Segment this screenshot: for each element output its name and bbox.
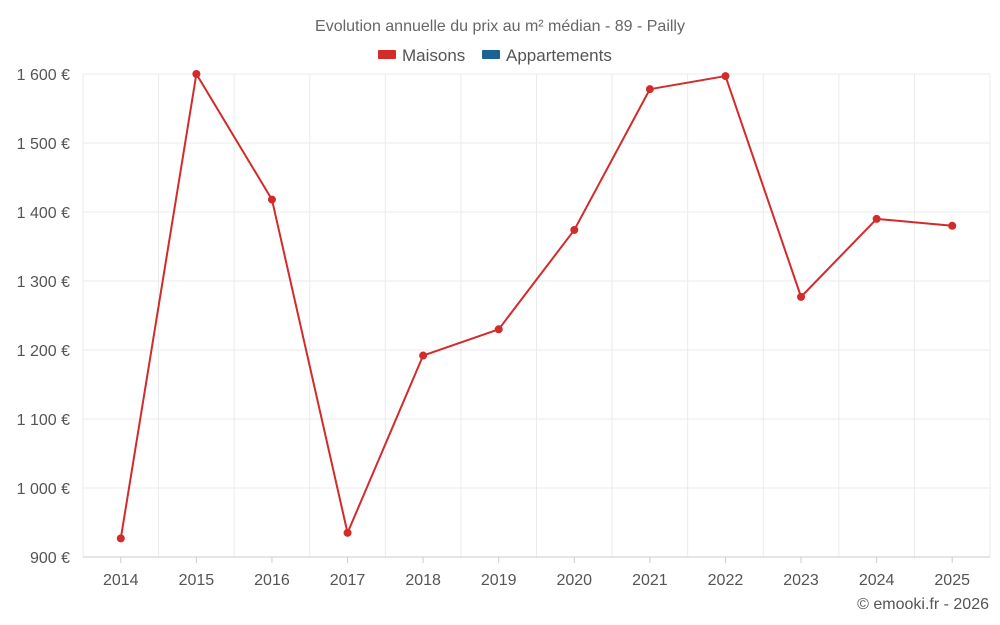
- grid: [82, 73, 991, 557]
- x-axis: 2014 2015 2016 2017 2018 2019 2020 2021 2022 2023…: [83, 556, 990, 589]
- y-tick-label: 1 400 €: [17, 205, 70, 222]
- data-point[interactable]: [948, 221, 957, 230]
- x-tick-label: 2025: [934, 572, 970, 589]
- credit-text: © emooki.fr - 2026: [857, 596, 989, 613]
- data-point[interactable]: [494, 325, 503, 334]
- y-tick-label: 1 600 €: [17, 67, 70, 84]
- chart-title: Evolution annuelle du prix au m² médian …: [315, 18, 685, 35]
- y-tick-label: 1 100 €: [17, 412, 70, 429]
- x-tick-label: 2019: [481, 572, 517, 589]
- x-tick-label: 2014: [103, 572, 139, 589]
- data-point[interactable]: [645, 85, 654, 94]
- data-point[interactable]: [797, 292, 806, 301]
- x-tick-label: 2024: [859, 572, 895, 589]
- data-point[interactable]: [570, 225, 579, 234]
- legend-item-maisons[interactable]: Maisons: [378, 46, 465, 65]
- data-point[interactable]: [192, 70, 201, 78]
- x-tick-label: 2015: [179, 572, 215, 589]
- y-tick-label: 1 300 €: [17, 274, 70, 291]
- y-tick-label: 1 500 €: [17, 136, 70, 153]
- x-tick-label: 2017: [330, 572, 366, 589]
- data-point[interactable]: [419, 351, 428, 360]
- data-point[interactable]: [267, 195, 276, 204]
- legend-label-maisons: Maisons: [402, 46, 465, 65]
- y-tick-label: 1 200 €: [17, 343, 70, 360]
- legend-swatch-maisons: [378, 50, 396, 59]
- legend-swatch-appartements: [482, 50, 500, 59]
- data-point[interactable]: [721, 72, 730, 81]
- series-line-maisons: [119, 73, 953, 539]
- x-tick-label: 2021: [632, 572, 668, 589]
- data-point[interactable]: [872, 214, 881, 223]
- legend-item-appartements[interactable]: Appartements: [482, 46, 612, 65]
- legend-label-appartements: Appartements: [506, 46, 612, 65]
- x-tick-label: 2016: [254, 572, 290, 589]
- data-point[interactable]: [116, 534, 125, 543]
- data-point[interactable]: [343, 528, 352, 537]
- y-tick-label: 1 000 €: [17, 481, 70, 498]
- y-axis: 900 € 1 000 € 1 100 € 1 200 € 1 300 € 1 400 €…: [17, 67, 70, 567]
- x-tick-label: 2018: [405, 572, 441, 589]
- x-tick-label: 2020: [556, 572, 592, 589]
- x-tick-label: 2022: [708, 572, 744, 589]
- y-tick-label: 900 €: [30, 550, 70, 567]
- x-tick-label: 2023: [783, 572, 819, 589]
- legend: Maisons Appartements: [378, 46, 612, 65]
- plot-area: [116, 70, 957, 543]
